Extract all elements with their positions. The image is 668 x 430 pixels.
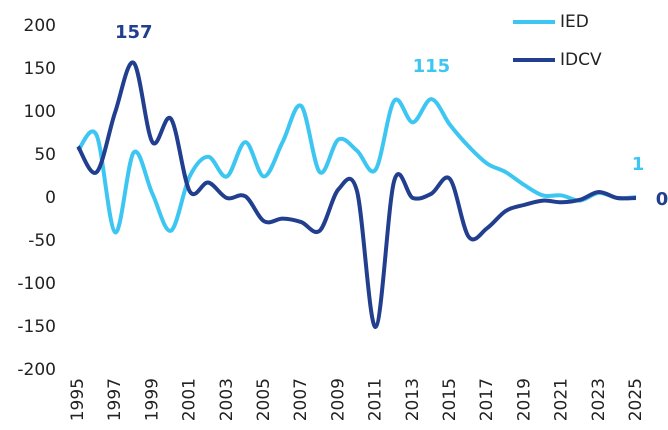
y-tick-label: 100 (24, 102, 56, 122)
x-tick-label: 2003 (217, 378, 237, 421)
x-tick-label: 1995 (68, 378, 88, 421)
y-tick-label: 150 (24, 59, 56, 79)
x-tick-label: 2007 (291, 378, 311, 421)
y-tick-label: 0 (45, 188, 56, 208)
x-tick-label: 2023 (589, 378, 609, 421)
x-tick-label: 2017 (477, 378, 497, 421)
x-tick-label: 2005 (254, 378, 274, 421)
y-tick-label: 50 (34, 145, 56, 165)
data-label: 0 (656, 189, 668, 210)
data-label: 115 (413, 56, 451, 77)
x-tick-label: 2021 (552, 378, 572, 421)
data-label: 157 (115, 22, 153, 43)
y-tick-label: -100 (17, 274, 56, 294)
x-tick-label: 2025 (626, 378, 646, 421)
x-tick-label: 2001 (180, 378, 200, 421)
data-label: 1 (632, 154, 645, 175)
legend-label: IED (560, 12, 589, 32)
x-tick-label: 2013 (403, 378, 423, 421)
y-tick-label: -200 (17, 360, 56, 380)
x-tick-label: 2015 (440, 378, 460, 421)
x-tick-label: 2011 (366, 378, 386, 421)
y-tick-label: 200 (24, 16, 56, 36)
x-tick-label: 2009 (328, 378, 348, 421)
x-tick-label: 1997 (105, 378, 125, 421)
series-line (76, 97, 637, 235)
x-tick-label: 1999 (142, 378, 162, 421)
y-tick-label: -50 (28, 231, 56, 251)
series-line (76, 60, 637, 330)
y-tick-label: -150 (17, 317, 56, 337)
legend-label: IDCV (560, 50, 602, 70)
x-tick-label: 2019 (514, 378, 534, 421)
